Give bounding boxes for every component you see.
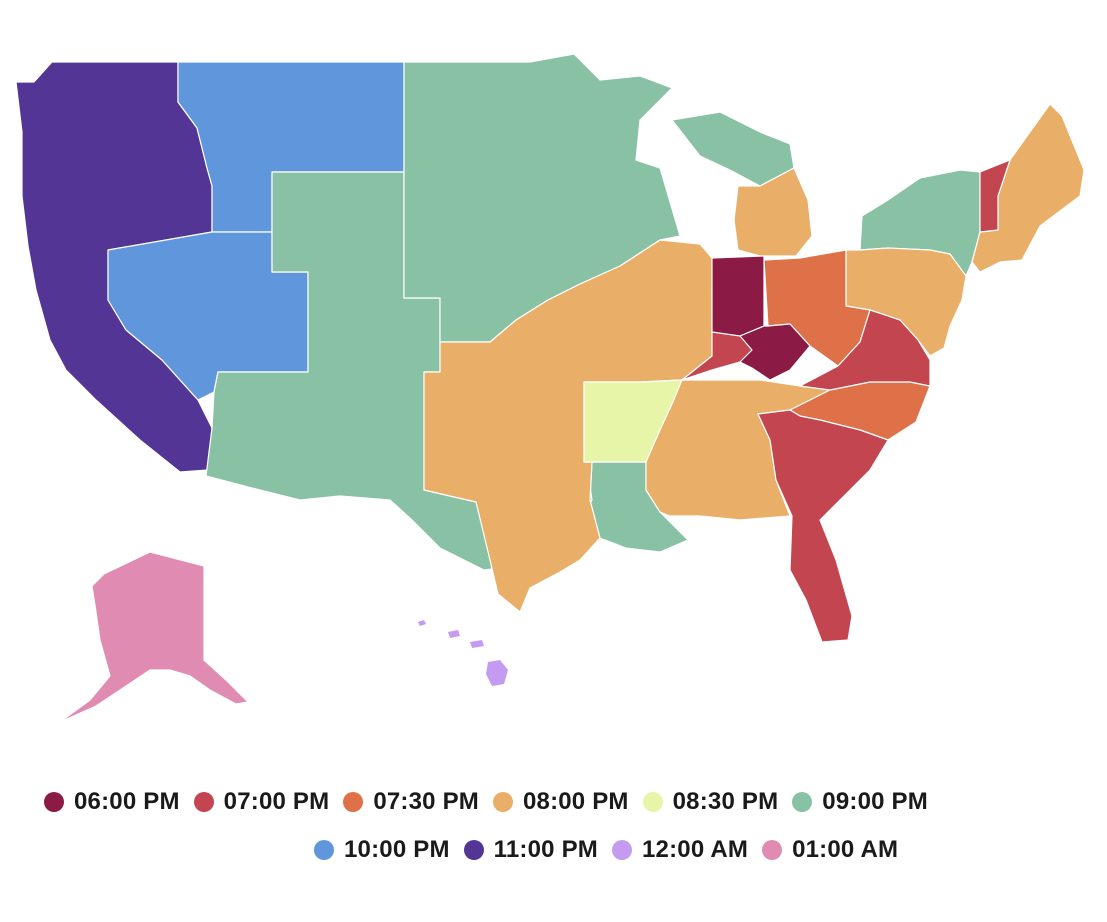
region-lower-michigan-8pm (733, 167, 813, 257)
region-hawaii-3-12am (470, 640, 484, 648)
region-new-england-8pm (971, 103, 1085, 273)
legend-item-0900pm: 09:00 PM (792, 788, 928, 816)
legend-swatch-0800pm (492, 792, 513, 812)
legend-label-1100pm: 11:00 PM (493, 836, 598, 863)
legend-item-0600pm: 06:00 PM (44, 788, 180, 816)
us-map (15, 53, 1085, 723)
legend-swatch-0900pm (792, 792, 813, 812)
legend-label-0700pm: 07:00 PM (223, 788, 330, 815)
region-michigan-up-9pm (671, 111, 795, 187)
region-arkansas-830pm (583, 379, 683, 463)
legend-label-0600pm: 06:00 PM (74, 788, 180, 815)
legend-swatch-0700pm (193, 792, 214, 812)
legend-item-0830pm: 08:30 PM (642, 788, 779, 816)
legend-label-0100am: 01:00 AM (792, 836, 899, 863)
legend-label-0900pm: 09:00 PM (822, 788, 928, 815)
legend-swatch-0830pm (642, 792, 663, 812)
us-map-svg (15, 53, 1085, 723)
legend-item-1000pm: 10:00 PM (314, 836, 450, 864)
legend-swatch-0730pm (343, 792, 364, 812)
legend-swatch-1000pm (314, 840, 334, 860)
legend: 06:00 PM 07:00 PM 07:30 PM 08:00 PM 08:3… (0, 780, 1107, 890)
legend-item-0100am: 01:00 AM (762, 836, 898, 864)
region-indiana-6pm (711, 255, 765, 337)
legend-item-0800pm: 08:00 PM (492, 788, 629, 816)
legend-label-0830pm: 08:30 PM (672, 788, 779, 815)
region-hawaii-2-12am (448, 630, 460, 638)
legend-swatch-0100am (762, 840, 783, 860)
legend-swatch-0600pm (44, 792, 64, 812)
legend-label-0800pm: 08:00 PM (522, 788, 629, 815)
region-kentucky-core-6pm (739, 323, 811, 381)
region-virginia-7pm (799, 309, 931, 391)
legend-swatch-1200am (611, 840, 632, 860)
legend-label-1000pm: 10:00 PM (344, 836, 450, 863)
legend-label-1200am: 12:00 AM (641, 836, 749, 863)
legend-row-2: 10:00 PM 11:00 PM 12:00 AM 01:00 AM (314, 836, 912, 864)
legend-item-0730pm: 07:30 PM (343, 788, 479, 816)
legend-item-1200am: 12:00 AM (611, 836, 749, 864)
legend-swatch-1100pm (463, 840, 484, 860)
region-alaska-1am (59, 551, 249, 723)
legend-label-0730pm: 07:30 PM (373, 788, 479, 815)
legend-item-0700pm: 07:00 PM (193, 788, 330, 816)
region-vermont-7pm (979, 159, 1011, 233)
region-southeast-7pm (757, 409, 889, 643)
legend-item-1100pm: 11:00 PM (463, 836, 598, 864)
region-hawaii-big-12am (486, 660, 508, 686)
region-hawaii-1-12am (418, 620, 426, 626)
legend-row-1: 06:00 PM 07:00 PM 07:30 PM 08:00 PM 08:3… (44, 788, 942, 816)
